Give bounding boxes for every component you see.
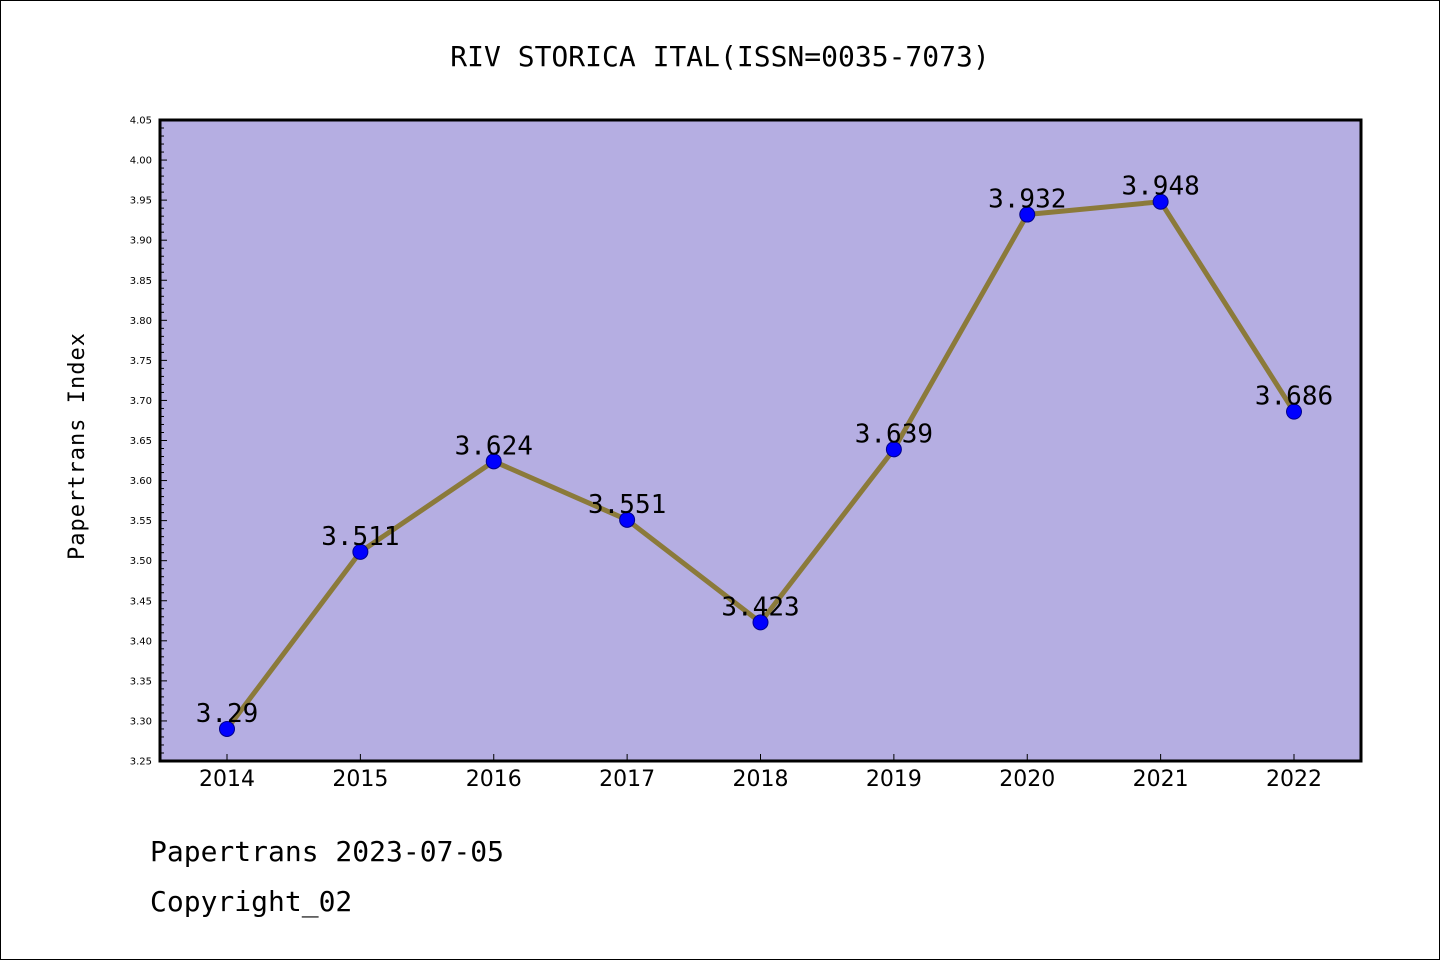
data-label: 3.511	[321, 522, 399, 552]
y-tick-label: 4.05	[130, 116, 152, 127]
x-tick-label: 2019	[866, 767, 922, 792]
plot-area	[158, 118, 1363, 763]
x-tick-label: 2014	[199, 767, 255, 792]
y-tick-label: 3.40	[130, 636, 152, 647]
data-label: 3.932	[988, 185, 1066, 215]
x-tick-label: 2018	[733, 767, 789, 792]
data-point	[352, 543, 369, 560]
y-tick-label: 3.95	[130, 196, 152, 207]
data-label: 3.29	[196, 699, 259, 729]
y-tick-label: 3.65	[130, 436, 152, 447]
data-point	[1152, 193, 1169, 210]
y-tick-label: 3.90	[130, 236, 152, 247]
data-point	[1286, 403, 1302, 420]
data-point	[619, 511, 636, 528]
data-point	[219, 720, 235, 737]
data-label: 3.423	[721, 592, 799, 622]
footer-copyright-text: Copyright_02	[150, 885, 353, 918]
x-tick-label: 2015	[332, 767, 388, 792]
x-tick-label: 2017	[599, 767, 655, 792]
y-tick-label: 3.70	[130, 396, 152, 407]
y-axis-label: Papertrans Index	[65, 332, 90, 560]
series-group: 3.29 3.511 3.624 3.551 3.423 3.639 3.932 3.948 3…	[196, 172, 1333, 737]
y-tick-label: 3.55	[130, 516, 152, 527]
y-axis: 3.25 3.30 3.35 3.40 3.45 3.50 3.55 3.60 3.65 3.70…	[130, 116, 167, 768]
data-point	[485, 453, 502, 470]
data-label: 3.948	[1121, 172, 1199, 202]
y-tick-label: 3.30	[130, 716, 152, 727]
footer-date-text: Papertrans 2023-07-05	[150, 835, 505, 868]
x-tick-label: 2020	[999, 767, 1055, 792]
y-tick-label: 3.75	[130, 356, 152, 367]
data-label: 3.686	[1255, 382, 1333, 412]
x-tick-label: 2021	[1133, 767, 1189, 792]
x-tick-label: 2016	[466, 767, 522, 792]
data-point	[1019, 206, 1036, 223]
chart-title: RIV STORICA ITAL(ISSN=0035-7073)	[450, 40, 989, 73]
y-tick-label: 3.80	[130, 316, 152, 327]
y-tick-label: 3.25	[130, 757, 152, 768]
x-tick-label: 2022	[1266, 767, 1322, 792]
y-tick-label: 3.60	[130, 476, 152, 487]
y-tick-label: 3.85	[130, 276, 152, 287]
y-tick-label: 3.50	[130, 556, 152, 567]
x-axis: 2014 2015 2016 2017 2018 2019 2020 2021 2022	[199, 754, 1322, 792]
data-label: 3.639	[855, 419, 933, 449]
y-tick-label: 3.35	[130, 676, 152, 687]
data-label: 3.624	[455, 431, 533, 461]
data-point	[885, 441, 902, 458]
y-tick-label: 4.00	[130, 156, 152, 167]
data-point	[752, 614, 769, 631]
data-label: 3.551	[588, 490, 666, 520]
y-tick-label: 3.45	[130, 596, 152, 607]
